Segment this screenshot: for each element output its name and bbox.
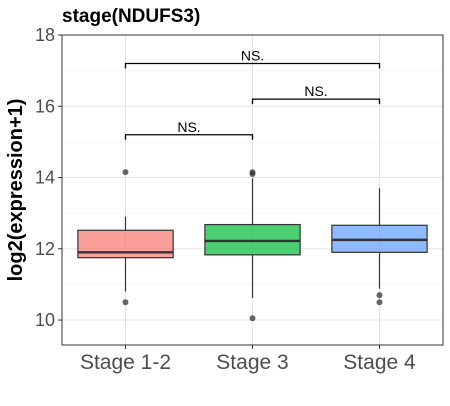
bracket-line bbox=[251, 98, 381, 105]
box-stage-1-2 bbox=[77, 169, 174, 306]
box-stage-3 bbox=[204, 169, 301, 322]
outlier-point bbox=[249, 315, 256, 322]
outlier-point bbox=[122, 169, 129, 176]
significance-label: NS. bbox=[304, 83, 327, 99]
significance-brackets: NS. NS. NS. bbox=[124, 48, 381, 140]
y-tick-label: 10 bbox=[35, 310, 55, 330]
x-axis-ticks: Stage 1-2 Stage 3 Stage 4 bbox=[80, 345, 416, 374]
significance-label: NS. bbox=[177, 119, 200, 135]
y-tick-label: 14 bbox=[35, 168, 55, 188]
x-tick-label: Stage 1-2 bbox=[80, 351, 171, 374]
y-tick-label: 12 bbox=[35, 239, 55, 259]
boxes bbox=[77, 169, 428, 322]
outlier-point bbox=[122, 299, 129, 306]
box-iqr bbox=[77, 229, 174, 259]
x-tick-label: Stage 3 bbox=[216, 351, 288, 374]
y-tick-label: 16 bbox=[35, 96, 55, 116]
y-tick-label: 18 bbox=[35, 25, 55, 45]
bracket-line bbox=[124, 62, 381, 69]
box-iqr bbox=[204, 223, 301, 256]
x-tick-label: Stage 4 bbox=[343, 351, 416, 374]
significance-bracket: NS. bbox=[124, 48, 381, 69]
bracket-line bbox=[124, 134, 254, 140]
chart-title: stage(NDUFS3) bbox=[62, 6, 200, 27]
y-axis-ticks: 10 12 14 16 18 bbox=[35, 25, 62, 330]
significance-bracket: NS. bbox=[124, 119, 254, 140]
outlier-point bbox=[376, 299, 383, 306]
significance-label: NS. bbox=[241, 48, 264, 64]
outlier-point bbox=[249, 169, 256, 176]
significance-bracket: NS. bbox=[251, 83, 381, 105]
outlier-point bbox=[376, 292, 383, 299]
y-axis-label: log2(expression+1) bbox=[5, 99, 27, 282]
box-stage-4 bbox=[331, 188, 428, 306]
